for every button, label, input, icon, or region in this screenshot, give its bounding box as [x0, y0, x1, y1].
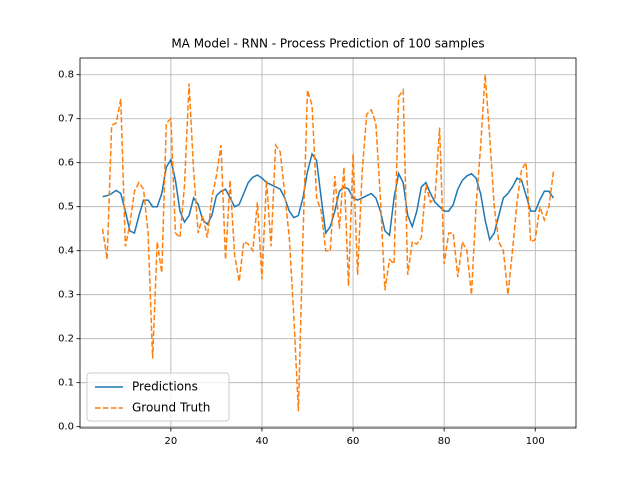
x-tick-label: 80	[438, 436, 451, 447]
y-tick-label: 0.8	[58, 70, 74, 81]
y-tick-label: 0.6	[58, 158, 74, 169]
line-series	[101, 74, 555, 412]
chart-title: MA Model - RNN - Process Prediction of 1…	[171, 37, 484, 51]
x-tick-label: 100	[526, 436, 545, 447]
x-tick-label: 60	[347, 436, 360, 447]
y-tick-label: 0.3	[58, 290, 74, 301]
y-tick-label: 0.4	[58, 246, 74, 257]
plot-frame	[79, 57, 577, 429]
legend-box	[86, 372, 230, 422]
y-tick-label: 0.2	[58, 334, 74, 345]
x-tick-label: 20	[164, 436, 177, 447]
y-tick-label: 0.5	[58, 202, 74, 213]
x-tick-label: 40	[256, 436, 269, 447]
legend-label: Ground Truth	[132, 401, 210, 415]
y-tick-label: 0.0	[58, 422, 74, 433]
legend-label: Predictions	[132, 380, 198, 394]
y-tick-label: 0.7	[58, 114, 74, 125]
y-tick-label: 0.1	[58, 378, 74, 389]
